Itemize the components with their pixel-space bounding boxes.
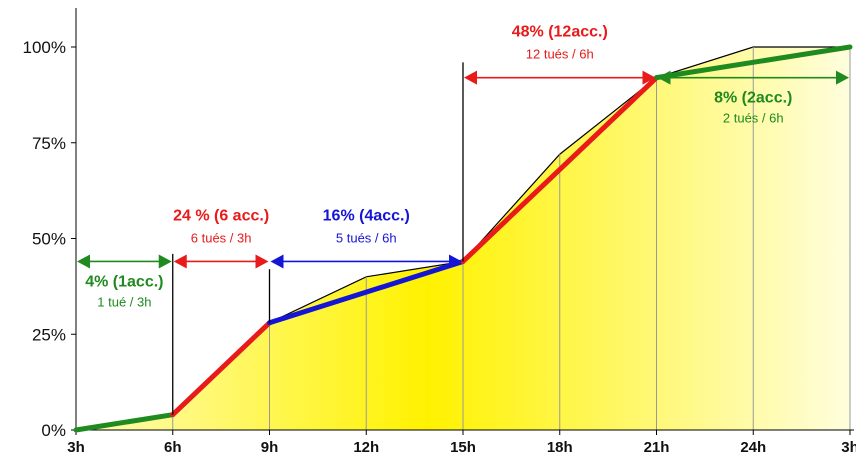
arrow-head: [464, 70, 477, 85]
x-tick-label: 21h: [644, 439, 670, 456]
arrow-head: [836, 70, 849, 85]
trend-segment-green: [654, 44, 853, 81]
annotation-subtitle: 6 tués / 3h: [191, 230, 252, 245]
arrow-head: [657, 70, 671, 85]
arrow-head: [255, 254, 269, 269]
y-tick-label: 75%: [32, 134, 66, 153]
y-tick-label: 25%: [32, 325, 66, 344]
trend-segment-blue: [267, 258, 466, 326]
arrow-head: [642, 70, 656, 85]
arrow-head: [173, 254, 187, 269]
arrow-head: [77, 254, 90, 269]
annotation-subtitle: 5 tués / 6h: [336, 230, 397, 245]
trend-segment-green: [73, 412, 176, 433]
x-tick-label: 24h: [740, 439, 766, 456]
x-tick-label: 9h: [261, 439, 279, 456]
annotation-title: 8% (2acc.): [714, 90, 792, 107]
annotation-subtitle: 12 tués / 6h: [526, 47, 594, 62]
annotation-title: 16% (4acc.): [323, 207, 410, 224]
trend-segment-red: [170, 320, 272, 418]
y-tick-label: 0%: [41, 421, 66, 440]
annotation-subtitle: 2 tués / 6h: [723, 111, 784, 126]
x-tick-label: 3h: [841, 439, 856, 456]
arrow-head: [449, 254, 462, 269]
annotation-title: 48% (12acc.): [512, 24, 608, 41]
annotation-title: 4% (1acc.): [85, 273, 163, 290]
y-tick-label: 50%: [32, 230, 66, 249]
x-tick-label: 6h: [164, 439, 182, 456]
arrow-head: [158, 254, 172, 269]
arrow-head: [270, 254, 284, 269]
x-tick-label: 3h: [67, 439, 85, 456]
trend-segment-red: [460, 75, 659, 264]
y-tick-label: 100%: [23, 38, 66, 57]
x-tick-label: 12h: [353, 439, 379, 456]
x-tick-label: 15h: [450, 439, 476, 456]
x-tick-label: 18h: [547, 439, 573, 456]
annotation-title: 24 % (6 acc.): [173, 207, 269, 224]
annotation-subtitle: 1 tué / 3h: [97, 294, 151, 309]
